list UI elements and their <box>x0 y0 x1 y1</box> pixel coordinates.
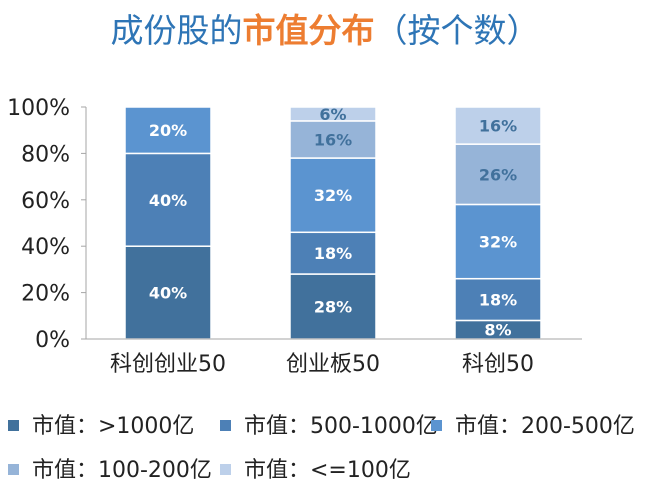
data-label: 40% <box>149 284 187 303</box>
legend-label-2: 市值：200-500亿 <box>455 414 635 439</box>
x-tick-label: 创业板50 <box>286 352 380 377</box>
legend-label-1: 市值：500-1000亿 <box>244 414 438 439</box>
x-tick-label: 科创50 <box>462 352 534 377</box>
legend-item-0: 市值：>1000亿 <box>8 408 194 440</box>
bar-segment <box>289 157 377 234</box>
data-label: 32% <box>314 186 352 205</box>
legend-item-3: 市值：100-200亿 <box>8 452 212 484</box>
data-label: 18% <box>479 291 517 310</box>
bar-segment <box>124 106 212 155</box>
data-label: 40% <box>149 191 187 210</box>
bar-segment <box>124 245 212 340</box>
legend-label-3: 市值：100-200亿 <box>32 458 212 483</box>
data-label: 16% <box>479 117 517 136</box>
legend-swatch-3 <box>8 464 19 475</box>
legend-swatch-2 <box>431 420 442 431</box>
x-tick-label: 科创创业50 <box>110 352 226 377</box>
data-label: 18% <box>314 244 352 263</box>
legend-item-4: 市值：<=100亿 <box>220 452 411 484</box>
bar-segment <box>454 143 542 206</box>
chart-title: 成份股的市值分布（按个数） <box>0 8 650 54</box>
y-tick-label: 100% <box>7 96 70 121</box>
y-tick-label: 20% <box>21 282 70 307</box>
legend-item-2: 市值：200-500亿 <box>431 408 635 440</box>
legend-label-0: 市值：>1000亿 <box>32 414 195 439</box>
title-highlight: 市值分布 <box>242 11 375 50</box>
legend-label-4: 市值：<=100亿 <box>244 458 411 483</box>
legend-swatch-4 <box>220 464 231 475</box>
data-label: 6% <box>319 105 346 124</box>
data-label: 16% <box>314 130 352 149</box>
bar-segment <box>454 203 542 280</box>
title-part1: 成份股的 <box>110 11 243 50</box>
bar-segment <box>289 106 377 122</box>
data-label: 32% <box>479 233 517 252</box>
data-label: 28% <box>314 298 352 317</box>
data-label: 8% <box>484 321 511 340</box>
bar-segment <box>454 277 542 322</box>
y-tick-label: 40% <box>21 235 70 260</box>
title-part2: （按个数） <box>374 11 540 50</box>
bar-segment <box>124 152 212 247</box>
stacked-bar-chart: 40% 40% 20% 28% 18% 32% 16% 6% 8% 18% 32% 26% 16% 科创… <box>7 96 582 377</box>
y-tick-label: 0% <box>35 328 70 353</box>
legend-swatch-0 <box>8 420 19 431</box>
y-tick-label: 80% <box>21 142 70 167</box>
legend-swatch-1 <box>220 420 231 431</box>
y-tick-label: 60% <box>21 189 70 214</box>
data-label: 20% <box>149 121 187 140</box>
data-label: 26% <box>479 165 517 184</box>
legend-item-1: 市值：500-1000亿 <box>220 408 438 440</box>
bar-segment <box>454 106 542 145</box>
